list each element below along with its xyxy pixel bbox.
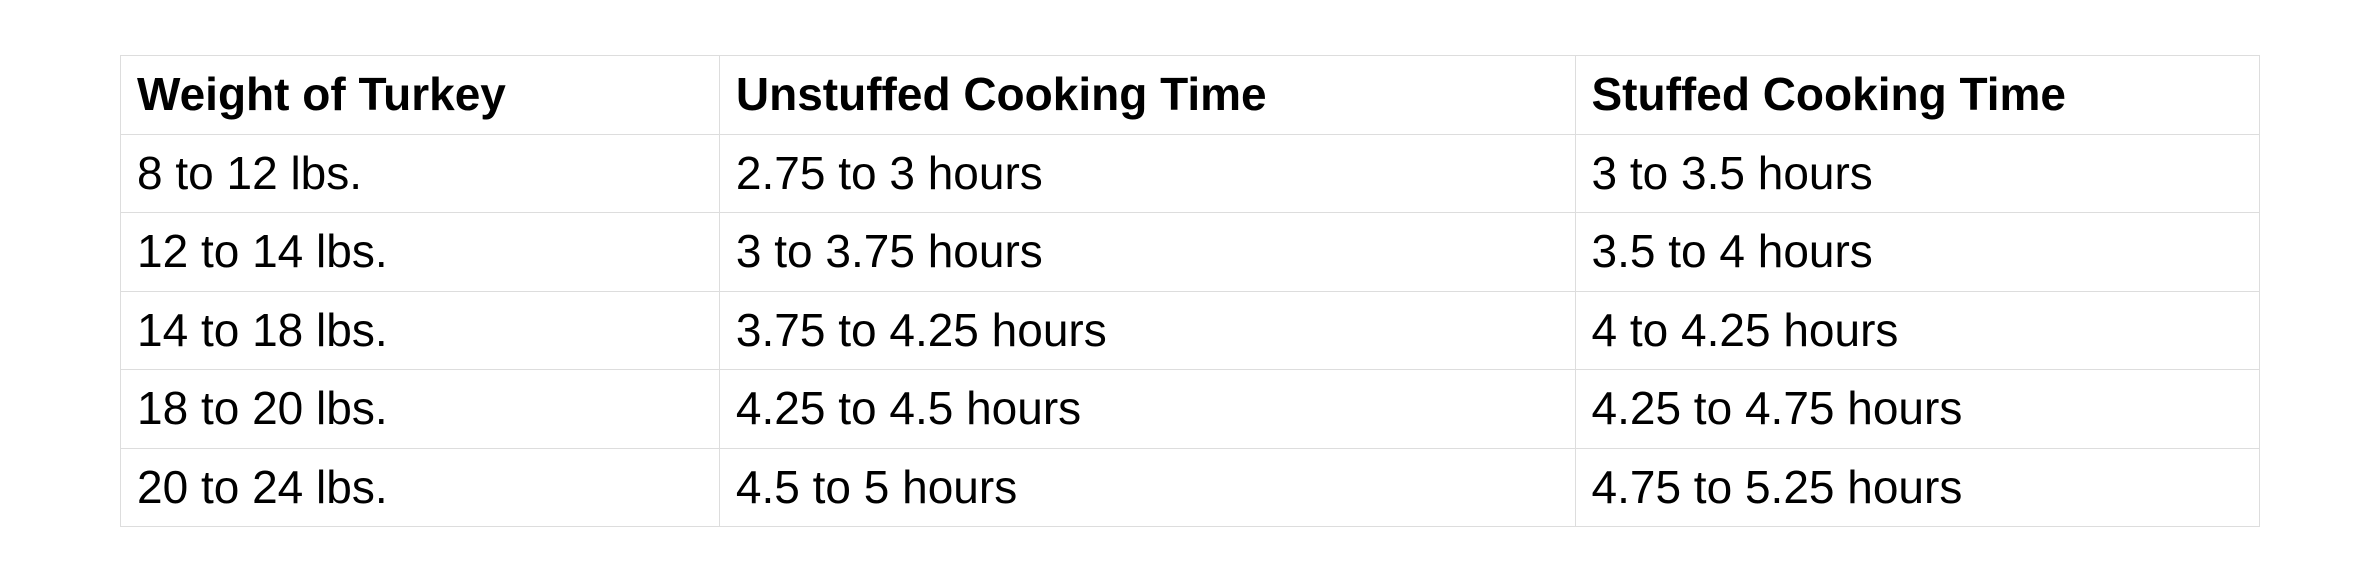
cell-weight: 8 to 12 lbs. [121, 134, 720, 213]
cell-stuffed: 4.75 to 5.25 hours [1575, 448, 2260, 527]
table-row: 8 to 12 lbs. 2.75 to 3 hours 3 to 3.5 ho… [121, 134, 2260, 213]
cell-weight: 20 to 24 lbs. [121, 448, 720, 527]
table-header-row: Weight of Turkey Unstuffed Cooking Time … [121, 56, 2260, 135]
cell-stuffed: 3 to 3.5 hours [1575, 134, 2260, 213]
cell-weight: 18 to 20 lbs. [121, 370, 720, 449]
cell-weight: 14 to 18 lbs. [121, 291, 720, 370]
cell-unstuffed: 4.25 to 4.5 hours [719, 370, 1575, 449]
col-header-stuffed: Stuffed Cooking Time [1575, 56, 2260, 135]
table-row: 12 to 14 lbs. 3 to 3.75 hours 3.5 to 4 h… [121, 213, 2260, 292]
col-header-unstuffed: Unstuffed Cooking Time [719, 56, 1575, 135]
cell-unstuffed: 2.75 to 3 hours [719, 134, 1575, 213]
cell-unstuffed: 4.5 to 5 hours [719, 448, 1575, 527]
cooking-time-table: Weight of Turkey Unstuffed Cooking Time … [120, 55, 2260, 527]
cell-stuffed: 4.25 to 4.75 hours [1575, 370, 2260, 449]
cooking-time-table-container: Weight of Turkey Unstuffed Cooking Time … [120, 55, 2260, 527]
cell-weight: 12 to 14 lbs. [121, 213, 720, 292]
table-row: 14 to 18 lbs. 3.75 to 4.25 hours 4 to 4.… [121, 291, 2260, 370]
cell-unstuffed: 3 to 3.75 hours [719, 213, 1575, 292]
cell-stuffed: 4 to 4.25 hours [1575, 291, 2260, 370]
cell-unstuffed: 3.75 to 4.25 hours [719, 291, 1575, 370]
table-row: 20 to 24 lbs. 4.5 to 5 hours 4.75 to 5.2… [121, 448, 2260, 527]
col-header-weight: Weight of Turkey [121, 56, 720, 135]
cell-stuffed: 3.5 to 4 hours [1575, 213, 2260, 292]
table-row: 18 to 20 lbs. 4.25 to 4.5 hours 4.25 to … [121, 370, 2260, 449]
